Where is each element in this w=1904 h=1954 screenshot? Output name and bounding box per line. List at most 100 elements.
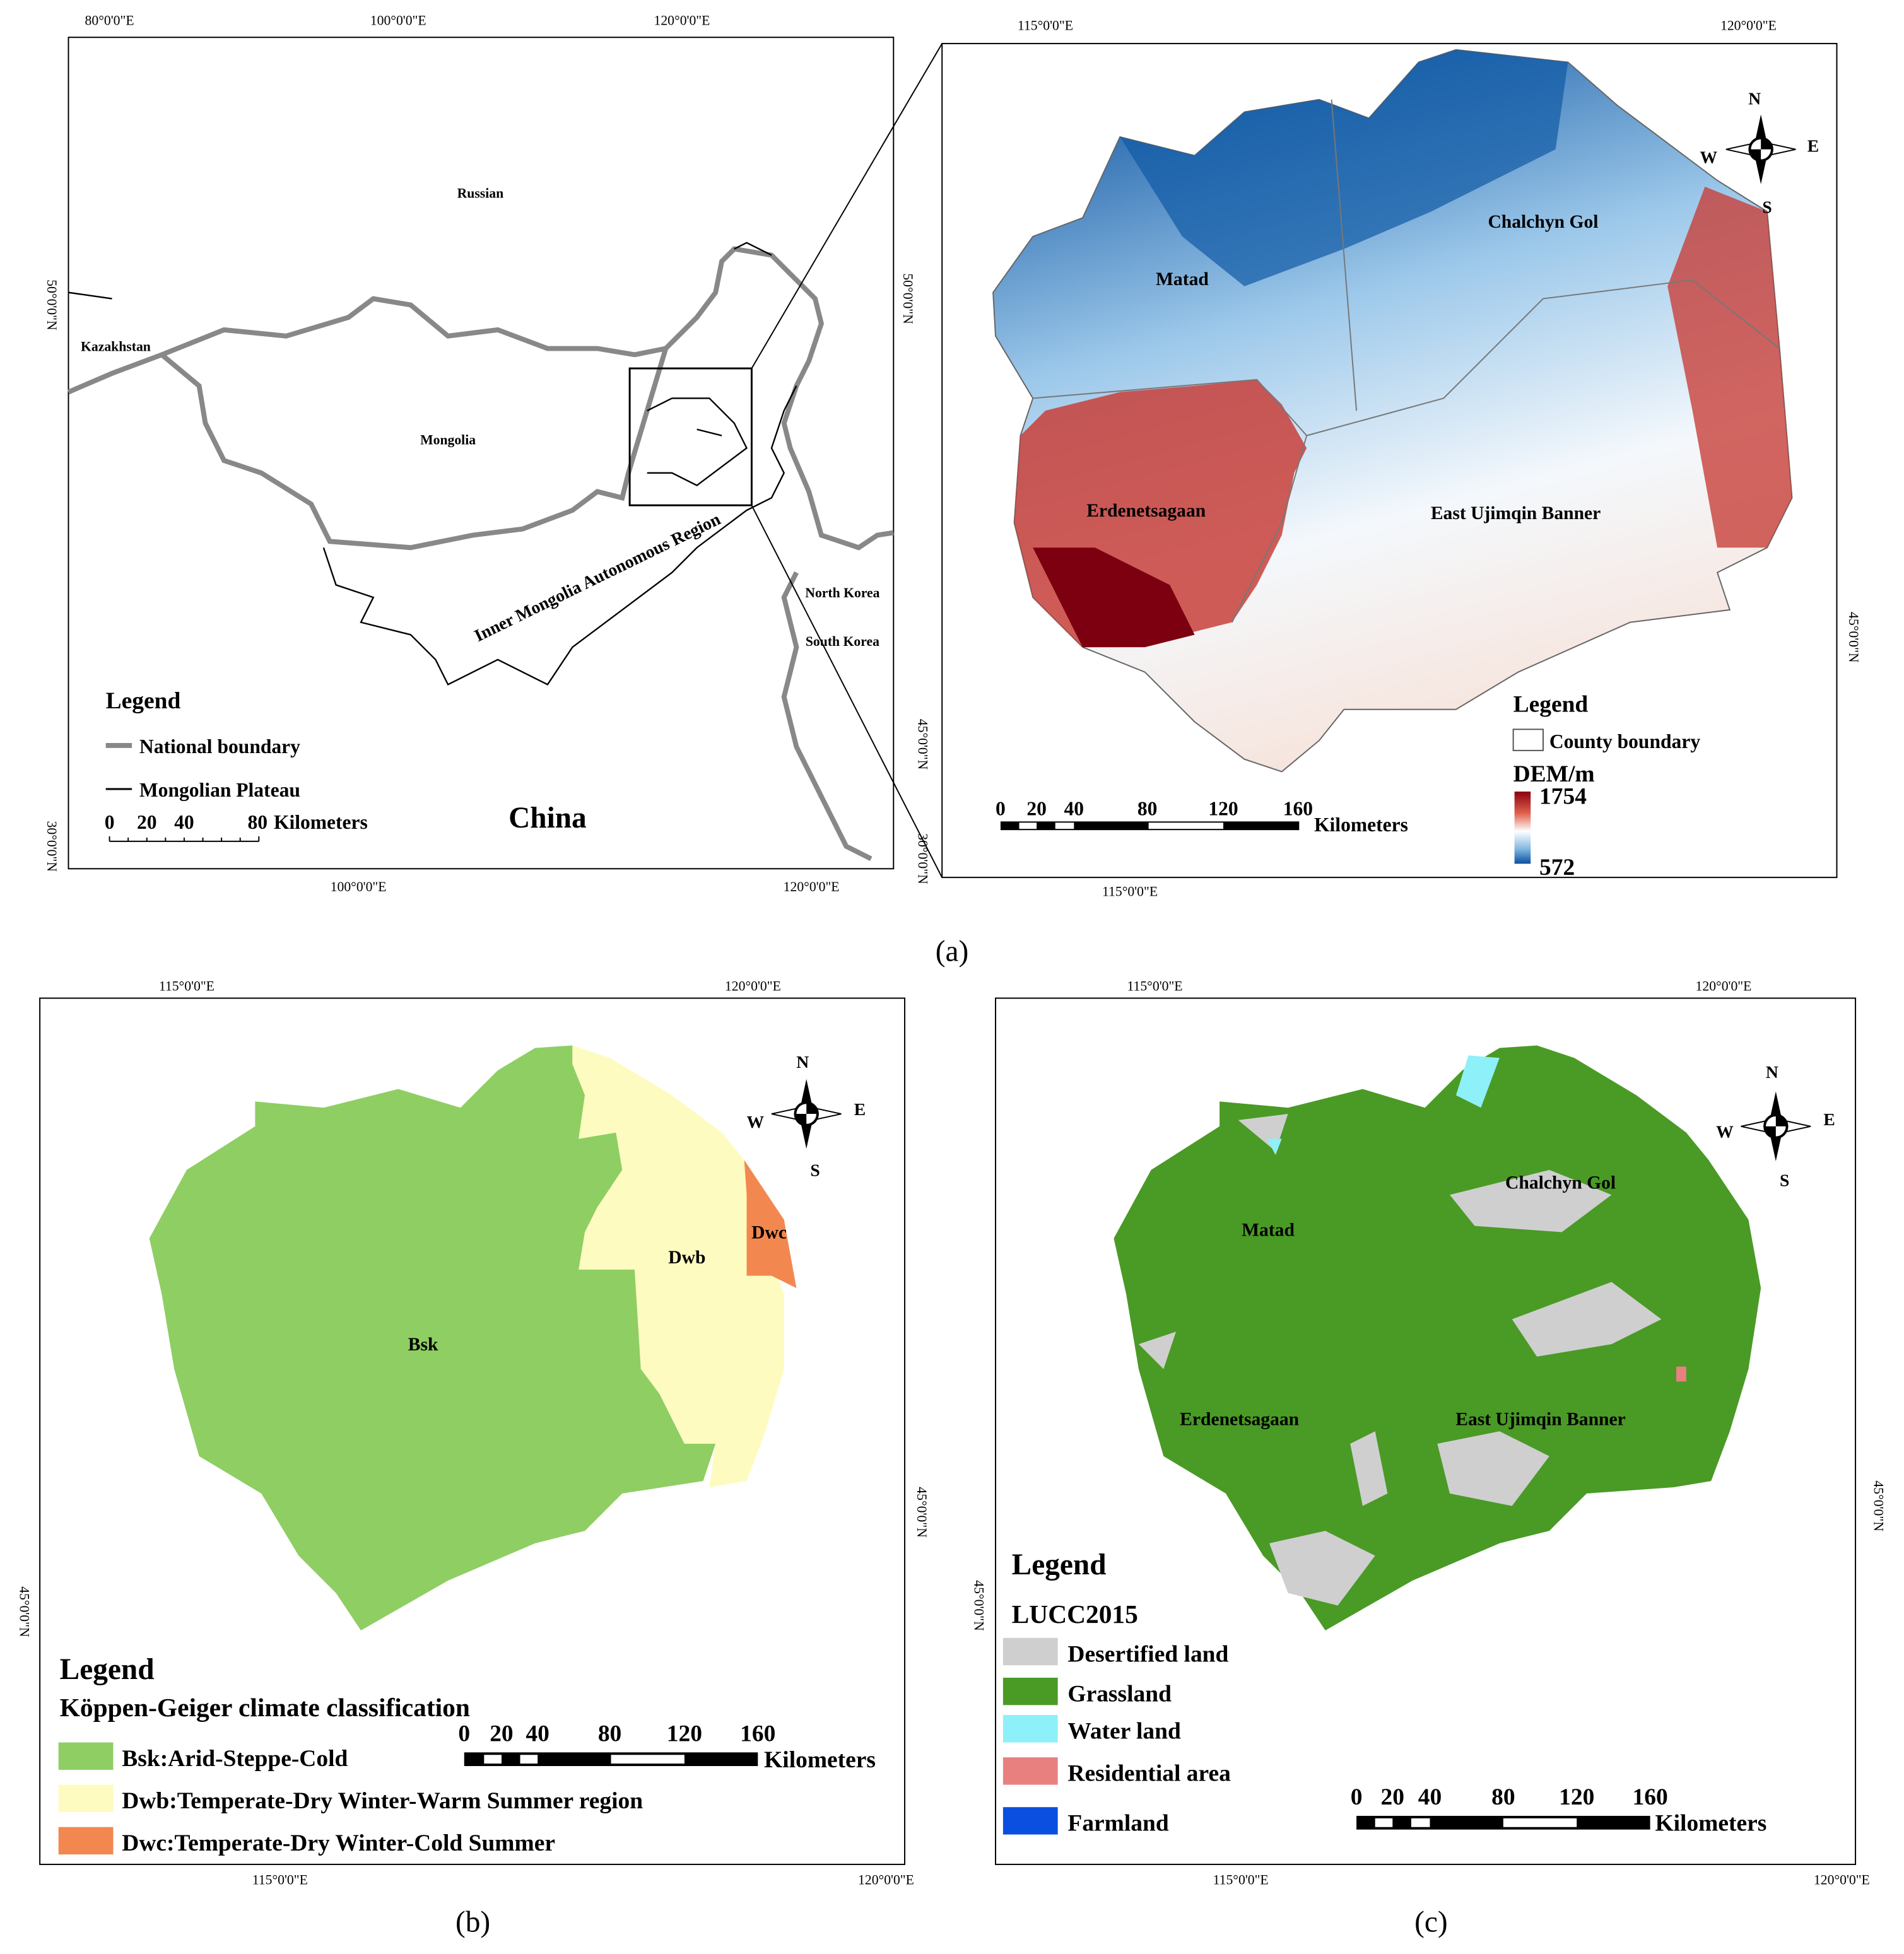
lat-label: 45°0'0"N — [914, 1487, 929, 1538]
lat-label: 45°0'0"N — [17, 1586, 32, 1637]
plateau-boundary — [68, 242, 797, 686]
scale-tick: 40 — [174, 811, 194, 833]
lon-label: 120°0'0"E — [1720, 18, 1777, 33]
scale-tick: 80 — [1137, 797, 1158, 819]
lat-label: 45°0'0"N — [915, 719, 931, 770]
scale-tick: 40 — [526, 1721, 549, 1747]
lon-label: 80°0'0"E — [85, 13, 134, 28]
region-label: Dwb — [668, 1248, 705, 1268]
landuse-map: 115°0'0"E 120°0'0"E 115°0'0"E 120°0'0"E … — [972, 979, 1886, 1888]
zone-bsk — [149, 1045, 716, 1630]
legend-swatch — [1002, 1677, 1058, 1705]
highland — [1033, 547, 1195, 648]
county-boundary — [1033, 99, 1780, 623]
zone-dwc — [744, 1160, 797, 1289]
legend-item: Grassland — [1067, 1681, 1172, 1707]
scale-tick: 20 — [137, 811, 157, 833]
legend-swatch — [1002, 1807, 1058, 1835]
scale-bar — [464, 1752, 758, 1767]
place-label: Kazakhstan — [81, 339, 151, 354]
legend-item: Desertified land — [1067, 1641, 1228, 1667]
legend-swatch — [1002, 1757, 1058, 1785]
lowland — [1120, 49, 1568, 286]
scale-tick: 20 — [1026, 797, 1047, 819]
legend-subtitle: LUCC2015 — [1012, 1600, 1138, 1629]
landuse-surface — [1114, 1045, 1761, 1630]
region-label: Erdenetsagaan — [1086, 501, 1206, 521]
scale-tick: 80 — [1491, 1784, 1515, 1810]
lon-label: 120°0'0"E — [1696, 979, 1752, 994]
lon-label: 120°0'0"E — [858, 1872, 914, 1887]
legend-swatch — [58, 1784, 114, 1813]
scale-tick: 0 — [105, 811, 115, 833]
place-label: Mongolia — [420, 432, 476, 447]
legend-item: National boundary — [139, 735, 300, 758]
lon-label: 120°0'0"E — [1814, 1872, 1870, 1887]
place-label: South Korea — [806, 634, 879, 649]
place-label: Russian — [457, 186, 504, 201]
climate-map: 115°0'0"E 120°0'0"E 115°0'0"E 120°0'0"E … — [17, 979, 929, 1888]
scale-bar — [1000, 821, 1300, 831]
scale-tick: 20 — [1381, 1784, 1404, 1810]
lat-label: 45°0'0"N — [972, 1580, 987, 1631]
scale-tick: 80 — [598, 1721, 621, 1747]
region-label: East Ujimqin Banner — [1455, 1409, 1625, 1429]
legend-title: Legend — [106, 688, 181, 714]
ramp-title: DEM/m — [1513, 761, 1595, 787]
scale-unit: Kilometers — [1655, 1811, 1766, 1837]
scale-unit: Kilometers — [1314, 814, 1408, 836]
region-label: Matad — [1156, 269, 1209, 290]
lat-label: 50°0'0"N — [44, 279, 59, 331]
compass-letter: E — [854, 1099, 866, 1119]
legend-swatch — [58, 1827, 114, 1855]
scale-tick: 20 — [490, 1721, 513, 1747]
scale-tick: 0 — [1351, 1784, 1363, 1810]
overview-map: 80°0'0"E 100°0'0"E 120°0'0"E 100°0'0"E 1… — [44, 13, 943, 894]
connector — [751, 43, 943, 369]
lat-label: 30°0'0"N — [915, 833, 931, 884]
scale-tick: 40 — [1064, 797, 1084, 819]
legend-item: Dwc:Temperate-Dry Winter-Cold Summer — [122, 1830, 555, 1856]
legend-title: Legend — [1012, 1548, 1107, 1581]
compass-letter: N — [796, 1052, 809, 1072]
compass-letter: S — [810, 1161, 820, 1180]
caption: (c) — [1414, 1905, 1448, 1938]
scale-tick: 40 — [1418, 1784, 1442, 1810]
frame — [68, 37, 895, 870]
region-label: Chalchyn Gol — [1488, 212, 1598, 232]
lat-label: 45°0'0"N — [1846, 612, 1861, 663]
lat-label: 50°0'0"N — [900, 273, 915, 324]
region-label: Chalchyn Gol — [1505, 1173, 1616, 1193]
legend-swatch — [1512, 728, 1544, 751]
scale-tick: 0 — [458, 1721, 470, 1747]
legend-subtitle: Köppen-Geiger climate classification — [60, 1693, 470, 1722]
lon-label: 115°0'0"E — [159, 979, 214, 994]
lon-label: 120°0'0"E — [784, 879, 840, 894]
scale-tick: 160 — [740, 1721, 775, 1747]
lon-label: 120°0'0"E — [725, 979, 781, 994]
place-label: North Korea — [805, 585, 879, 600]
lon-label: 115°0'0"E — [1213, 1872, 1269, 1887]
lon-label: 100°0'0"E — [370, 13, 426, 28]
lon-label: 115°0'0"E — [252, 1872, 308, 1887]
color-ramp — [1514, 791, 1531, 864]
lon-label: 115°0'0"E — [1102, 884, 1158, 899]
compass-letter: S — [1762, 197, 1772, 216]
compass-letter: E — [1807, 136, 1819, 156]
compass-letter: S — [1780, 1171, 1789, 1190]
inset-box — [628, 367, 753, 506]
highland — [1667, 186, 1792, 548]
caption: (b) — [455, 1905, 490, 1938]
scale-unit: Kilometers — [274, 811, 368, 833]
lon-label: 115°0'0"E — [1018, 18, 1073, 33]
legend-item: Residential area — [1067, 1761, 1231, 1787]
legend-swatch — [1002, 1715, 1058, 1743]
region-label: Bsk — [408, 1335, 438, 1355]
ramp-min: 572 — [1539, 855, 1575, 880]
lat-label: 30°0'0"N — [44, 821, 59, 872]
scale-bar — [109, 836, 260, 842]
region-label: Matad — [1242, 1220, 1295, 1240]
